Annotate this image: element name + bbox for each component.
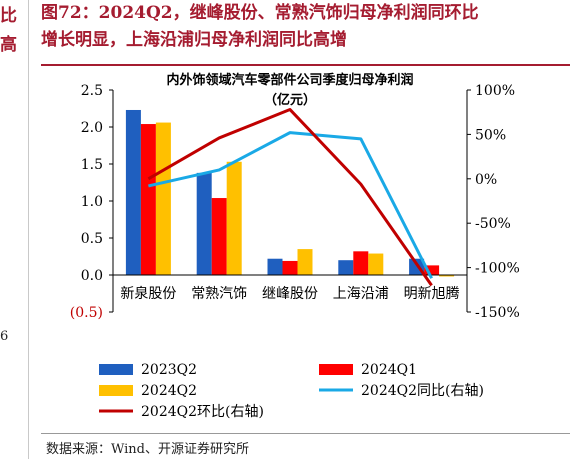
- legend-label-2023Q2: 2023Q2: [141, 362, 197, 378]
- figure-title: 图72：2024Q2，继峰股份、常熟汽饰归母净利润同环比 增长明显，上海沿浦归母…: [41, 0, 569, 54]
- y-left-tick-label: 1.5: [81, 157, 103, 173]
- bar-2024Q1-明新旭腾: [424, 265, 440, 275]
- x-tick-label: 上海沿浦: [333, 286, 389, 302]
- line-2024Q2同比(右轴): [148, 131, 433, 279]
- y-right-tick-label: -150%: [475, 305, 520, 321]
- y-right-tick-label: 0%: [475, 172, 497, 188]
- left-fragment-note: 6: [0, 329, 9, 344]
- bar-2024Q1-新泉股份: [140, 124, 156, 275]
- y-right-tick-label: -50%: [475, 216, 511, 232]
- bar-2023Q2-常熟汽饰: [196, 172, 212, 275]
- bar-2024Q1-常熟汽饰: [211, 198, 227, 275]
- left-page-fragment: 比 高 6: [0, 0, 28, 459]
- x-tick-label: 新泉股份: [120, 285, 176, 302]
- y-left-tick-label: 0.5: [81, 231, 103, 247]
- source-rule: [41, 433, 570, 434]
- y-right-tick-label: 50%: [475, 127, 506, 143]
- bar-2024Q2-新泉股份: [155, 122, 171, 275]
- y-left-tick-label: (0.5): [70, 305, 103, 321]
- y-left-tick-label: 2.5: [81, 83, 103, 99]
- bar-2023Q2-继峰股份: [267, 258, 283, 275]
- source-note: 数据来源：Wind、开源证券研究所: [46, 442, 249, 457]
- bar-2024Q2-常熟汽饰: [226, 161, 242, 275]
- y-right-tick-label: 100%: [475, 83, 515, 99]
- y-right-tick-label: -100%: [475, 261, 520, 277]
- left-fragment-char-2: 高: [0, 35, 17, 55]
- figure-title-line-1: 图72：2024Q2，继峰股份、常熟汽饰归母净利润同环比: [41, 3, 479, 23]
- line-2024Q2环比(右轴): [147, 108, 433, 287]
- chart-title: 内外饰领域汽车零部件公司季度归母净利润: [166, 72, 413, 88]
- legend-swatch-2024Q1: [319, 364, 353, 375]
- chart-title-unit: （亿元）: [264, 92, 316, 108]
- bar-2024Q2-继峰股份: [297, 249, 313, 275]
- bar-2023Q2-上海沿浦: [338, 260, 354, 275]
- bar-2024Q2-上海沿浦: [368, 253, 384, 275]
- legend-label-2024Q2同比(右轴): 2024Q2同比(右轴): [361, 383, 484, 399]
- chart-container: 内外饰领域汽车零部件公司季度归母净利润 （亿元） (0.5) 0.0 0.5 1.0 1…: [41, 66, 570, 432]
- bar-2023Q2-新泉股份: [125, 109, 141, 275]
- bar-2024Q2-明新旭腾: [439, 275, 455, 277]
- left-fragment-char-1: 比: [0, 6, 17, 26]
- x-tick-label: 继峰股份: [262, 286, 318, 302]
- y-left-tick-label: 0.0: [81, 268, 103, 284]
- title-rule: [41, 64, 570, 66]
- bar-2024Q1-上海沿浦: [353, 251, 369, 275]
- y-left-tick-label: 1.0: [81, 194, 103, 210]
- legend-label-2024Q1: 2024Q1: [361, 362, 417, 378]
- x-tick-label: 常熟汽饰: [191, 286, 247, 302]
- bar-2024Q1-继峰股份: [282, 260, 298, 275]
- legend-label-2024Q2: 2024Q2: [141, 383, 197, 399]
- figure-title-line-2: 增长明显，上海沿浦归母净利润同比高增: [41, 30, 347, 50]
- column-divider: [28, 0, 29, 459]
- chart-canvas: 内外饰领域汽车零部件公司季度归母净利润 （亿元） (0.5) 0.0 0.5 1.0 1…: [70, 72, 520, 420]
- legend-swatch-2024Q2: [99, 385, 133, 396]
- legend-swatch-2023Q2: [99, 364, 133, 375]
- y-left-tick-label: 2.0: [81, 120, 103, 136]
- legend-label-2024Q2环比(右轴): 2024Q2环比(右轴): [141, 404, 264, 420]
- x-tick-label: 明新旭腾: [404, 285, 460, 302]
